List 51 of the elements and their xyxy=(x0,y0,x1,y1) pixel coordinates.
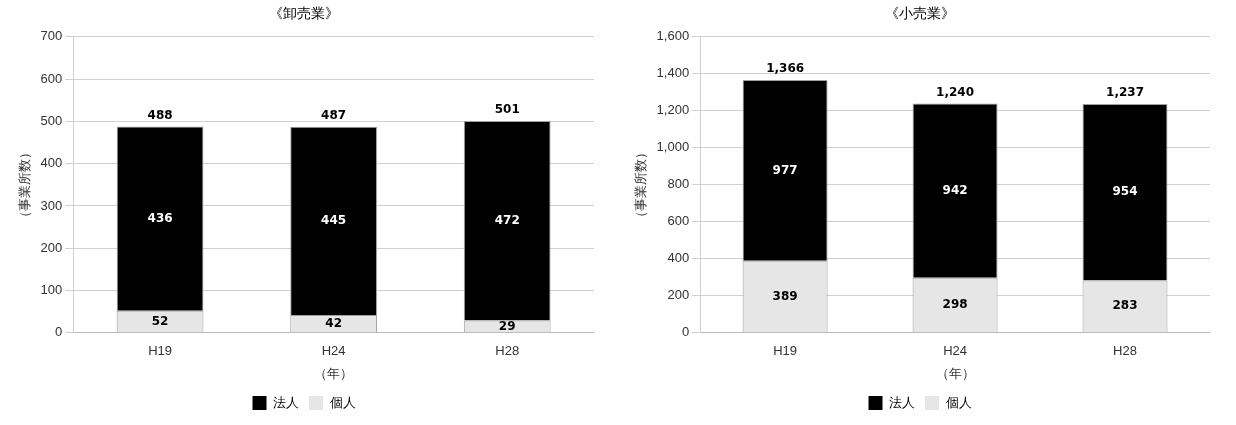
data-label: 977 xyxy=(772,162,798,177)
legend-label: 法人 xyxy=(273,394,299,410)
data-label: 29 xyxy=(498,318,516,333)
total-label: 488 xyxy=(147,107,173,122)
data-label: 52 xyxy=(151,313,169,328)
y-tick-label: 1,200 xyxy=(656,102,690,118)
data-label: 389 xyxy=(772,288,798,303)
y-tick-label: 200 xyxy=(667,287,690,303)
total-label: 501 xyxy=(494,102,520,117)
data-label: 954 xyxy=(1112,184,1138,199)
legend-label: 法人 xyxy=(889,394,915,410)
data-label: 472 xyxy=(494,212,520,227)
y-tick-label: 800 xyxy=(667,176,690,192)
x-tick-label: H24 xyxy=(943,343,967,359)
y-tick-label: 400 xyxy=(667,250,690,266)
legend-label: 個人 xyxy=(329,394,356,410)
y-tick-label: 200 xyxy=(40,239,63,255)
total-label: 1,240 xyxy=(936,84,975,99)
x-tick-label: H24 xyxy=(321,343,346,359)
total-label: 1,366 xyxy=(766,61,805,76)
data-label: 42 xyxy=(325,315,342,330)
x-tick-label: H19 xyxy=(773,343,798,359)
y-tick-label: 400 xyxy=(40,155,63,171)
legend-label: 個人 xyxy=(945,394,972,410)
y-tick-label: 500 xyxy=(40,112,63,128)
y-tick-label: 300 xyxy=(40,197,63,213)
y-tick-label: 600 xyxy=(667,213,690,229)
x-tick-label: H28 xyxy=(1113,343,1137,359)
y-tick-label: 100 xyxy=(40,282,63,298)
y-tick-label: 1,400 xyxy=(656,65,690,81)
y-tick-label: 0 xyxy=(55,324,63,340)
y-tick-label: 0 xyxy=(681,324,690,340)
chart-title: 《卸売業》 xyxy=(269,5,339,22)
y-tick-label: 600 xyxy=(40,70,63,86)
y-tick-label: 700 xyxy=(40,28,63,44)
y-axis-title: （事業所数） xyxy=(633,145,649,224)
y-tick-label: 1,000 xyxy=(656,139,690,155)
data-label: 283 xyxy=(1112,298,1138,313)
data-label: 436 xyxy=(147,210,173,225)
x-axis-title: （年） xyxy=(935,365,975,381)
total-label: 487 xyxy=(321,107,347,122)
x-tick-label: H28 xyxy=(495,343,520,359)
x-tick-label: H19 xyxy=(148,343,172,359)
data-label: 942 xyxy=(942,182,968,197)
x-axis-title: （年） xyxy=(314,365,354,381)
data-label: 298 xyxy=(942,297,968,312)
chart-title: 《小売業》 xyxy=(885,5,955,22)
y-tick-label: 1,600 xyxy=(656,28,690,44)
y-axis-title: （事業所数） xyxy=(17,145,33,224)
total-label: 1,237 xyxy=(1106,85,1145,100)
data-label: 445 xyxy=(321,213,347,228)
